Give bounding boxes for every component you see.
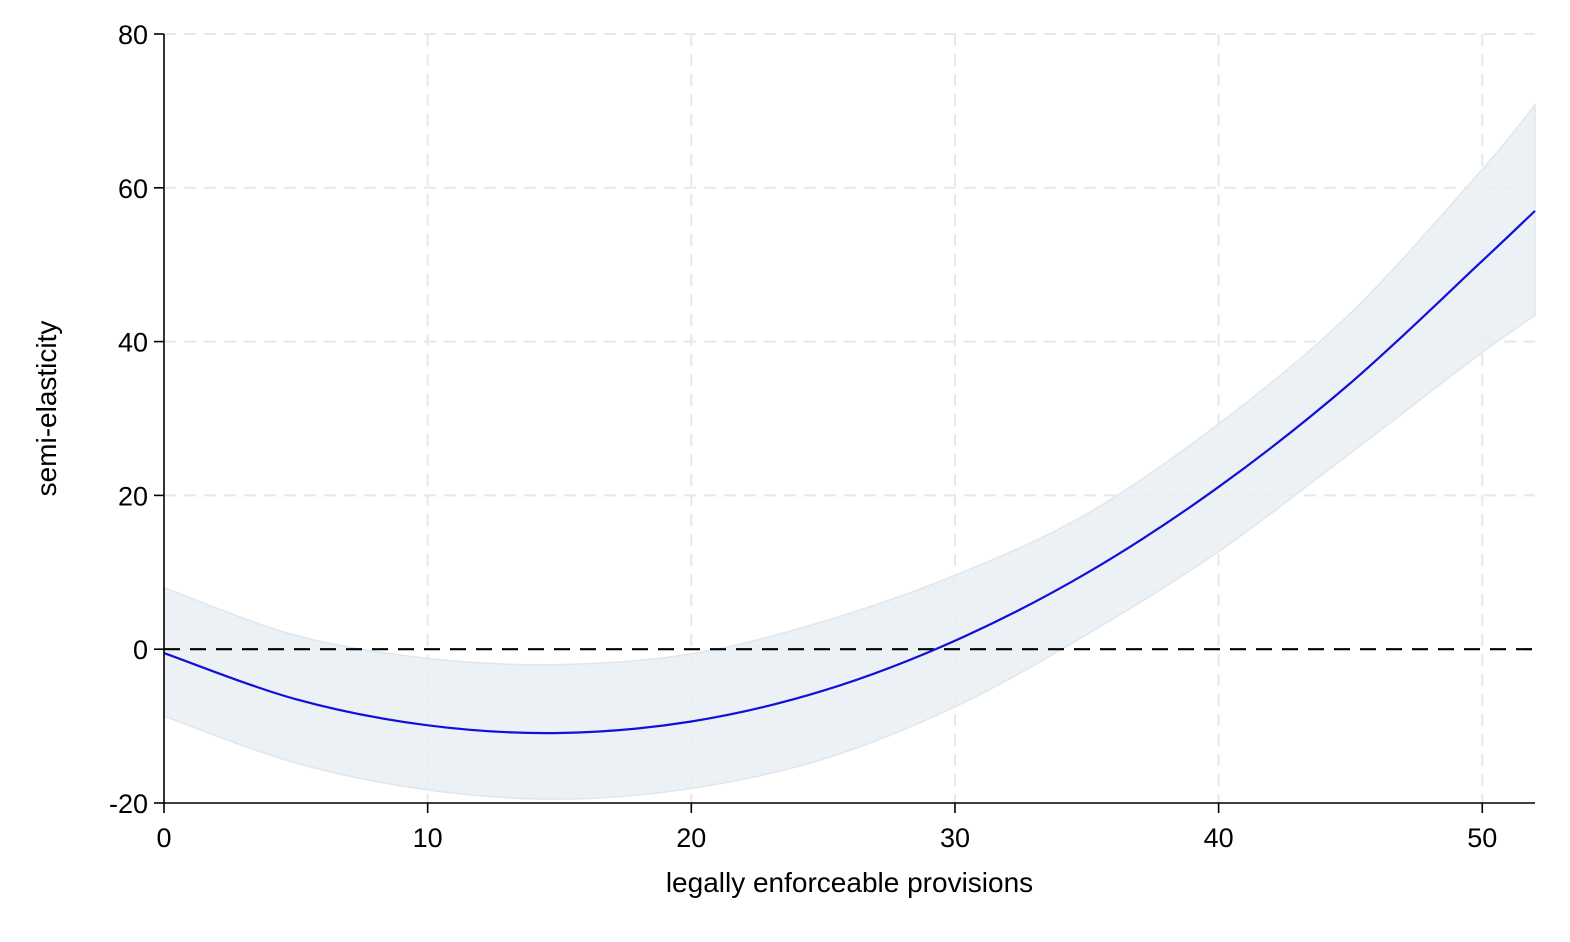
y-tick-label: 80 — [118, 20, 148, 50]
x-tick-label: 30 — [940, 823, 970, 853]
axes — [163, 34, 1535, 804]
x-tick-label: 10 — [413, 823, 443, 853]
y-tick-label: 40 — [118, 328, 148, 358]
grid-lines — [164, 33, 1535, 803]
series-line — [163, 210, 1536, 735]
confidence-band — [163, 102, 1536, 800]
y-tick-label: 60 — [118, 174, 148, 204]
x-tick-label: 0 — [156, 823, 171, 853]
x-tick-label: 40 — [1204, 823, 1234, 853]
y-tick-label: 0 — [133, 635, 148, 665]
y-tick-label: -20 — [109, 789, 148, 819]
x-tick-label: 50 — [1467, 823, 1497, 853]
y-axis-title: semi-elasticity — [31, 321, 62, 497]
x-tick-label: 20 — [676, 823, 706, 853]
ticks: 0 10 20 30 40 50 -20 0 20 40 60 80 — [109, 20, 1497, 853]
y-tick-label: 20 — [118, 481, 148, 511]
x-axis-title: legally enforceable provisions — [666, 867, 1033, 898]
